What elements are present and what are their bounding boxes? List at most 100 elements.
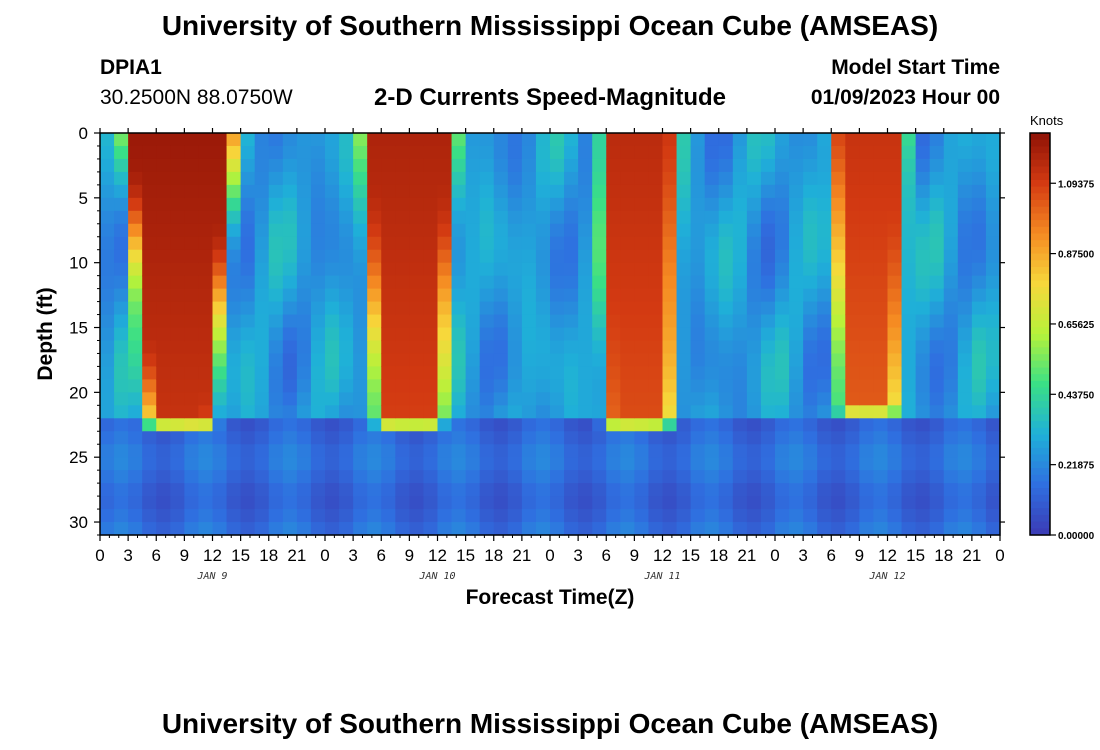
heatmap-cell — [690, 236, 706, 251]
heatmap-cell — [240, 444, 256, 458]
heatmap-cell — [479, 379, 495, 393]
heatmap-cell — [128, 262, 143, 277]
heatmap-cell — [606, 145, 621, 160]
heatmap-cell — [985, 431, 1001, 445]
heatmap-cell — [887, 301, 903, 316]
heatmap-cell — [409, 483, 425, 497]
day-label: JAN 10 — [418, 571, 455, 582]
heatmap-cell — [353, 197, 368, 212]
heatmap-cell — [254, 340, 270, 355]
heatmap-cell — [957, 522, 973, 536]
heatmap-cell — [226, 470, 242, 484]
heatmap-cell — [929, 327, 945, 342]
heatmap-cell — [873, 366, 889, 380]
heatmap-cell — [409, 340, 425, 355]
heatmap-cell — [310, 405, 326, 419]
heatmap-cell — [142, 236, 157, 251]
heatmap-cell — [325, 522, 340, 536]
heatmap-cell — [535, 483, 551, 497]
heatmap-cell — [564, 496, 579, 510]
heatmap-cell — [606, 509, 621, 523]
heatmap-cell — [718, 431, 734, 445]
heatmap-cell — [184, 327, 200, 342]
heatmap-cell — [831, 171, 846, 186]
heatmap-cell — [550, 184, 565, 199]
heatmap-cell — [620, 353, 635, 368]
heatmap-cell — [676, 314, 692, 329]
heatmap-cell — [437, 379, 453, 393]
heatmap-cell — [282, 509, 298, 523]
heatmap-cell — [226, 210, 242, 225]
heatmap-cell — [606, 249, 621, 264]
heatmap-cell — [789, 379, 804, 393]
heatmap-cell — [282, 262, 298, 277]
heatmap-cell — [775, 353, 790, 368]
heatmap-cell — [128, 379, 143, 393]
heatmap-cell — [142, 509, 157, 523]
heatmap-cell — [493, 379, 509, 393]
heatmap-cell — [212, 379, 228, 393]
heatmap-cell — [704, 145, 720, 160]
heatmap-cell — [718, 509, 734, 523]
heatmap-cell — [550, 405, 565, 419]
heatmap-cell — [367, 327, 382, 342]
heatmap-cell — [775, 379, 790, 393]
heatmap-cell — [128, 496, 143, 510]
heatmap-cell — [831, 275, 846, 290]
heatmap-cell — [268, 288, 284, 303]
heatmap-cell — [662, 418, 678, 432]
heatmap-cell — [325, 431, 340, 445]
heatmap-cell — [381, 392, 396, 406]
heatmap-cell — [465, 353, 481, 368]
heatmap-cell — [437, 210, 453, 225]
heatmap-cell — [606, 340, 621, 355]
heatmap-cell — [240, 418, 256, 432]
heatmap-cell — [943, 522, 959, 536]
heatmap-cell — [367, 483, 382, 497]
heatmap-cell — [254, 444, 270, 458]
heatmap-cell — [226, 288, 242, 303]
heatmap-cell — [943, 509, 959, 523]
heatmap-cell — [437, 444, 453, 458]
heatmap-cell — [887, 353, 903, 368]
heatmap-cell — [240, 470, 256, 484]
heatmap-cell — [606, 366, 621, 380]
heatmap-cell — [156, 133, 171, 147]
heatmap-cell — [170, 171, 185, 186]
colorbar-swatch — [1030, 454, 1050, 462]
heatmap-cell — [915, 496, 931, 510]
heatmap-cell — [296, 470, 312, 484]
heatmap-cell — [985, 275, 1001, 290]
heatmap-cell — [943, 405, 959, 419]
heatmap-cell — [873, 262, 889, 277]
heatmap-cell — [128, 184, 143, 199]
heatmap-cell — [648, 145, 664, 160]
heatmap-cell — [929, 470, 945, 484]
heatmap-cell — [564, 509, 579, 523]
heatmap-cell — [746, 418, 762, 432]
heatmap-cell — [479, 418, 495, 432]
heatmap-cell — [592, 288, 607, 303]
heatmap-cell — [564, 171, 579, 186]
heatmap-cell — [535, 418, 551, 432]
heatmap-cell — [212, 444, 228, 458]
heatmap-cell — [901, 301, 917, 316]
heatmap-cell — [662, 236, 678, 251]
heatmap-cell — [521, 249, 537, 264]
heatmap-cell — [760, 353, 776, 368]
heatmap-cell — [901, 327, 917, 342]
heatmap-cell — [831, 405, 846, 419]
heatmap-cell — [648, 275, 664, 290]
heatmap-cell — [929, 353, 945, 368]
heatmap-cell — [859, 223, 875, 238]
heatmap-cell — [353, 509, 368, 523]
heatmap-cell — [789, 197, 804, 212]
heatmap-cell — [381, 457, 396, 471]
heatmap-cell — [578, 444, 593, 458]
heatmap-cell — [128, 340, 143, 355]
heatmap-cell — [845, 158, 860, 173]
heatmap-cell — [789, 133, 804, 147]
heatmap-cell — [493, 184, 509, 199]
heatmap-cell — [831, 249, 846, 264]
heatmap-cell — [395, 145, 410, 160]
